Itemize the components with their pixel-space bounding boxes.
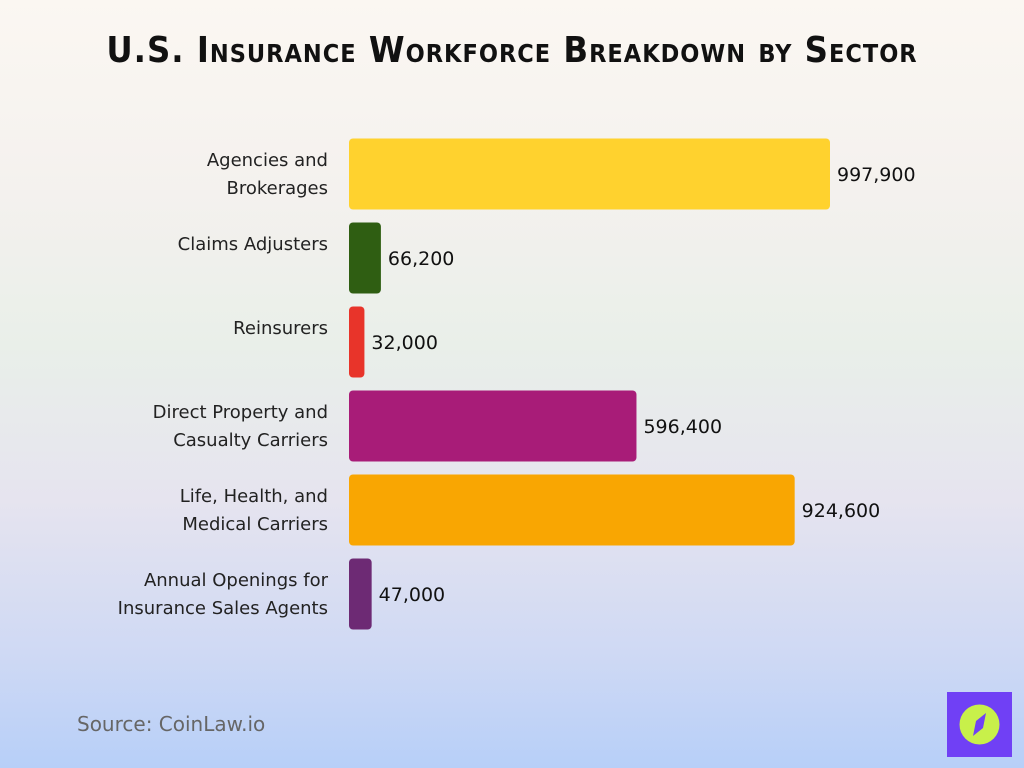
compass-icon — [959, 704, 1000, 745]
value-label: 32,000 — [371, 332, 437, 354]
category-label: Life, Health, and Medical Carriers — [180, 486, 328, 535]
value-label: 66,200 — [388, 248, 454, 270]
category-label: Annual Openings for Insurance Sales Agent… — [118, 570, 329, 619]
bar — [349, 558, 372, 630]
bar — [349, 306, 365, 378]
category-label: Claims Adjusters — [178, 234, 328, 255]
chart-title: U.S. Insurance Workforce Breakdown by Se… — [106, 30, 918, 71]
bar — [349, 222, 381, 294]
logo — [947, 692, 1012, 757]
source-note: Source: CoinLaw.io — [77, 712, 266, 736]
value-label: 596,400 — [643, 416, 722, 438]
value-label: 47,000 — [379, 584, 445, 606]
bar — [349, 390, 637, 462]
category-label: Direct Property and Casualty Carriers — [153, 402, 328, 451]
bar — [349, 474, 795, 546]
value-label: 997,900 — [837, 164, 916, 186]
category-label: Reinsurers — [233, 318, 328, 339]
category-label: Agencies and Brokerages — [207, 150, 328, 199]
value-label: 924,600 — [802, 500, 881, 522]
bar — [349, 138, 830, 210]
